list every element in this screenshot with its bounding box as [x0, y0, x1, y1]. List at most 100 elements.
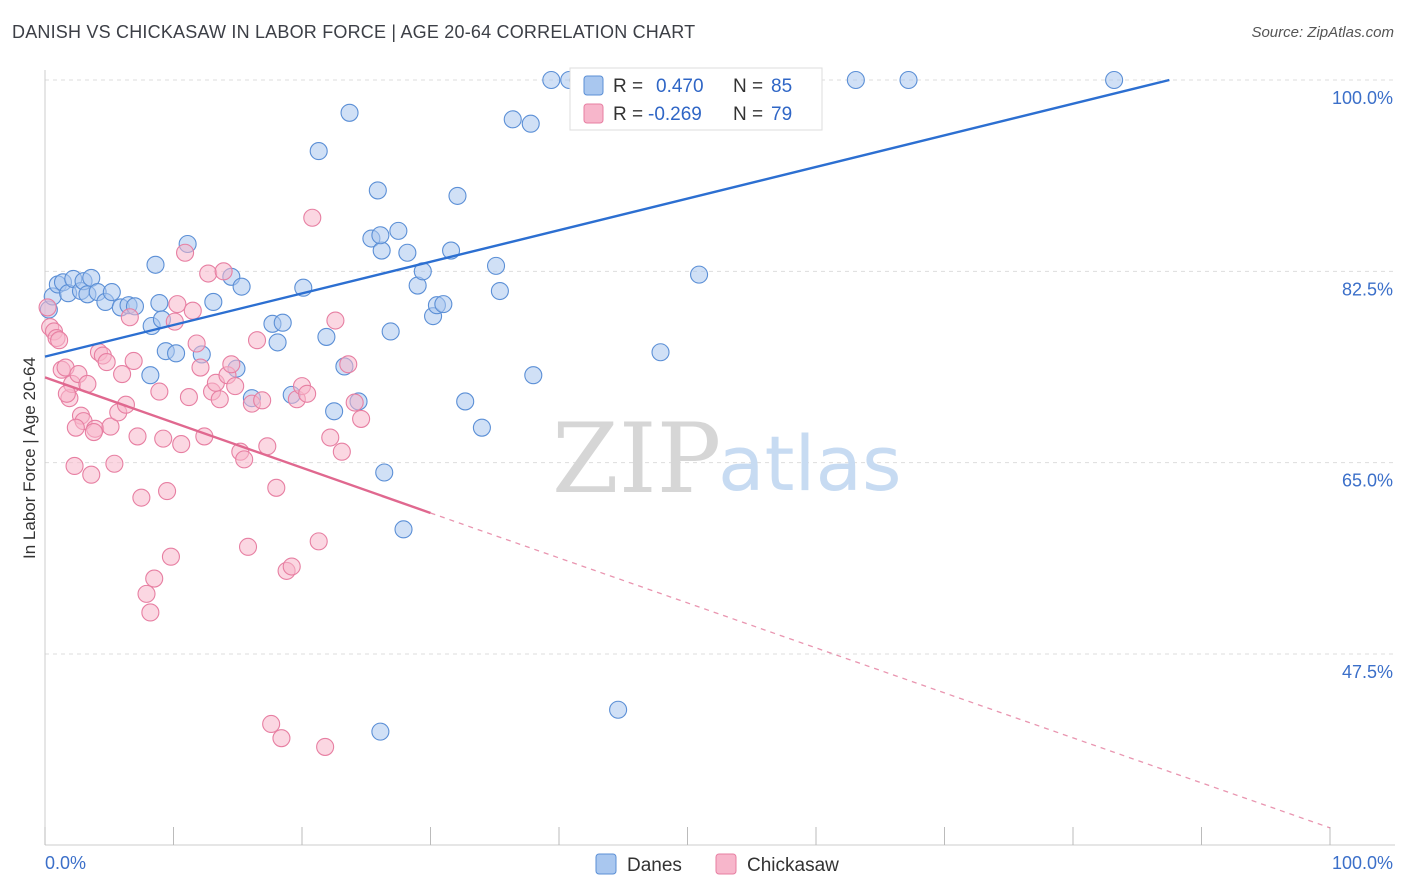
point-chickasaw-75	[352, 409, 371, 428]
point-danes-81	[690, 265, 709, 284]
point-chickasaw-74	[345, 393, 364, 412]
point-chickasaw-32	[154, 429, 173, 448]
point-danes-18	[150, 293, 169, 313]
point-danes-77	[899, 70, 918, 90]
point-chickasaw-69	[316, 737, 335, 756]
x-tick-label-1: 100.0%	[1332, 853, 1393, 873]
point-danes-78	[1105, 70, 1124, 90]
point-chickasaw-30	[145, 569, 164, 588]
point-chickasaw-28	[137, 584, 156, 603]
x-tick-label-0: 0.0%	[45, 853, 86, 873]
point-chickasaw-42	[191, 358, 210, 377]
point-chickasaw-41	[187, 334, 206, 353]
legend-swatch-chickasaw	[583, 103, 604, 124]
point-danes-58	[490, 281, 509, 301]
point-chickasaw-53	[235, 450, 254, 469]
point-danes-42	[368, 181, 387, 200]
point-danes-20	[141, 366, 160, 385]
bottom-legend-swatch-danes	[595, 853, 617, 875]
point-chickasaw-48	[214, 262, 233, 281]
point-danes-57	[486, 256, 506, 275]
legend-n-danes: 85	[771, 76, 792, 97]
point-chickasaw-27	[132, 488, 151, 507]
point-danes-52	[434, 295, 453, 314]
point-chickasaw-67	[303, 208, 322, 227]
legend-n-label-chickasaw: N =	[733, 104, 763, 125]
data-points	[38, 70, 1124, 756]
point-chickasaw-40	[183, 301, 202, 320]
point-chickasaw-31	[150, 382, 169, 401]
legend-r-chickasaw: -0.269	[648, 104, 702, 125]
point-danes-79	[524, 366, 543, 385]
point-chickasaw-73	[339, 355, 358, 374]
watermark-zip: ZIP	[552, 403, 721, 515]
point-chickasaw-50	[222, 355, 241, 374]
point-danes-32	[273, 313, 292, 332]
point-danes-55	[456, 392, 475, 411]
bottom-legend-swatch-chickasaw	[715, 853, 737, 875]
grid-lines	[45, 79, 1395, 655]
y-axis-label: In Labor Force | Age 20-64	[20, 357, 39, 559]
point-chickasaw-22	[113, 365, 132, 384]
point-danes-17	[146, 255, 165, 274]
trend-line-danes	[44, 78, 1170, 358]
point-danes-28	[232, 277, 251, 296]
axes	[44, 70, 1395, 846]
point-danes-36	[317, 327, 336, 346]
point-chickasaw-44	[199, 264, 218, 283]
point-danes-80	[651, 343, 670, 362]
point-danes-83	[375, 463, 394, 482]
point-chickasaw-18	[97, 353, 116, 372]
y-tick-labels: 47.5% 65.0% 82.5% 100.0%	[1332, 88, 1393, 682]
point-chickasaw-57	[253, 391, 272, 410]
watermark-atlas: atlas	[718, 419, 902, 508]
point-chickasaw-9	[65, 456, 84, 475]
point-chickasaw-56	[247, 331, 267, 350]
point-danes-22	[167, 344, 186, 363]
point-chickasaw-60	[267, 478, 286, 497]
y-tick-label-2: 82.5%	[1342, 279, 1393, 299]
legend-r-label-danes: R =	[613, 76, 643, 97]
point-danes-37	[325, 402, 344, 421]
point-chickasaw-33	[158, 482, 177, 501]
point-chickasaw-29	[141, 603, 160, 622]
bottom-legend-danes: Danes	[627, 855, 682, 876]
point-chickasaw-37	[172, 435, 191, 454]
point-danes-44	[371, 226, 390, 245]
point-chickasaw-66	[298, 384, 317, 403]
point-chickasaw-25	[124, 351, 143, 371]
legend-n-label-danes: N =	[733, 76, 763, 97]
trend-line-chickasaw	[44, 376, 431, 515]
point-danes-43	[372, 241, 391, 260]
point-chickasaw-47	[210, 390, 229, 409]
legend-r-danes: 0.470	[656, 76, 704, 97]
trend-lines	[44, 78, 1331, 829]
y-tick-label-0: 47.5%	[1342, 662, 1393, 682]
point-danes-35	[309, 142, 328, 161]
point-chickasaw-54	[238, 537, 258, 556]
point-danes-59	[503, 110, 522, 129]
point-danes-54	[448, 186, 467, 205]
legend-r-label-chickasaw: R =	[613, 104, 643, 125]
point-danes-12	[102, 283, 121, 302]
point-chickasaw-19	[101, 417, 120, 436]
x-tick-labels: 0.0% 100.0%	[45, 853, 1393, 873]
legend-box	[569, 67, 823, 131]
point-chickasaw-63	[282, 557, 301, 576]
point-chickasaw-20	[105, 454, 124, 473]
point-danes-82	[609, 700, 628, 719]
point-chickasaw-26	[128, 427, 147, 446]
trend-extension-chickasaw	[430, 512, 1331, 829]
y-tick-label-1: 65.0%	[1342, 471, 1393, 491]
point-danes-39	[340, 103, 359, 122]
point-chickasaw-24	[120, 308, 139, 327]
point-danes-60	[521, 114, 540, 133]
bottom-legend-chickasaw: Chickasaw	[747, 855, 839, 876]
point-chickasaw-4	[50, 331, 69, 350]
point-danes-46	[389, 221, 408, 240]
point-chickasaw-51	[226, 377, 245, 396]
point-danes-61	[542, 70, 561, 90]
point-chickasaw-34	[161, 547, 180, 566]
y-tick-label-3: 100.0%	[1332, 88, 1393, 108]
